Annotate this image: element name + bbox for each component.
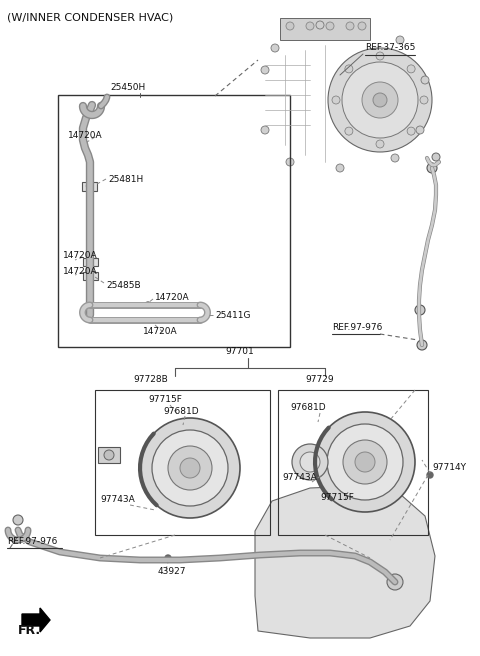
- Circle shape: [336, 164, 344, 172]
- Text: 14720A: 14720A: [155, 293, 190, 302]
- Circle shape: [286, 158, 294, 166]
- Circle shape: [316, 21, 324, 29]
- Bar: [82, 182, 97, 191]
- Circle shape: [165, 555, 171, 561]
- Circle shape: [327, 424, 403, 500]
- Text: 25485B: 25485B: [106, 281, 141, 289]
- Text: REF.97-976: REF.97-976: [7, 537, 58, 546]
- Bar: [58, 95, 290, 347]
- Circle shape: [292, 444, 328, 480]
- Circle shape: [306, 22, 314, 30]
- Circle shape: [342, 62, 418, 138]
- Circle shape: [88, 274, 92, 278]
- Circle shape: [345, 127, 353, 135]
- Circle shape: [152, 430, 228, 506]
- Text: 97729: 97729: [305, 375, 334, 384]
- Circle shape: [376, 140, 384, 148]
- Bar: [83, 258, 98, 266]
- Text: 25411G: 25411G: [215, 310, 251, 319]
- Circle shape: [261, 126, 269, 134]
- Circle shape: [88, 260, 92, 264]
- Circle shape: [391, 154, 399, 162]
- Circle shape: [407, 65, 415, 73]
- Circle shape: [13, 515, 23, 525]
- Text: 14720A: 14720A: [143, 327, 178, 337]
- Text: 97743A: 97743A: [100, 495, 135, 504]
- Text: 25481H: 25481H: [108, 176, 143, 184]
- Circle shape: [417, 340, 427, 350]
- Circle shape: [326, 22, 334, 30]
- Circle shape: [286, 22, 294, 30]
- Text: 25450H: 25450H: [110, 83, 145, 92]
- Text: 97728B: 97728B: [133, 375, 168, 384]
- Circle shape: [332, 96, 340, 104]
- Text: FR.: FR.: [18, 623, 41, 636]
- Circle shape: [358, 22, 366, 30]
- Bar: [278, 390, 428, 535]
- Circle shape: [345, 65, 353, 73]
- Text: 97714Y: 97714Y: [432, 464, 466, 472]
- Bar: [83, 272, 98, 280]
- Bar: [95, 390, 270, 535]
- Bar: [280, 18, 370, 40]
- Circle shape: [421, 76, 429, 84]
- Circle shape: [271, 44, 279, 52]
- Text: (W/INNER CONDENSER HVAC): (W/INNER CONDENSER HVAC): [7, 13, 173, 23]
- Text: REF.97-976: REF.97-976: [332, 323, 383, 333]
- Text: 43927: 43927: [158, 567, 187, 577]
- Text: 97743A: 97743A: [282, 474, 317, 483]
- Circle shape: [343, 440, 387, 484]
- Circle shape: [355, 452, 375, 472]
- Circle shape: [416, 126, 424, 134]
- Circle shape: [300, 452, 320, 472]
- Text: 97715F: 97715F: [320, 493, 354, 502]
- Circle shape: [145, 302, 151, 308]
- Text: 14720A: 14720A: [63, 251, 97, 260]
- Text: 97681D: 97681D: [163, 407, 199, 417]
- Text: 14720A: 14720A: [68, 131, 103, 140]
- Circle shape: [415, 305, 425, 315]
- Circle shape: [180, 458, 200, 478]
- Circle shape: [328, 48, 432, 152]
- Circle shape: [140, 418, 240, 518]
- Circle shape: [346, 22, 354, 30]
- Circle shape: [420, 96, 428, 104]
- Text: 97701: 97701: [225, 348, 254, 356]
- Bar: [98, 447, 120, 463]
- Circle shape: [387, 574, 403, 590]
- Text: 97715F: 97715F: [148, 396, 182, 405]
- Circle shape: [261, 66, 269, 74]
- Polygon shape: [255, 486, 435, 638]
- Circle shape: [407, 127, 415, 135]
- Circle shape: [396, 36, 404, 44]
- Circle shape: [427, 163, 437, 173]
- Circle shape: [168, 446, 212, 490]
- Circle shape: [427, 472, 433, 478]
- Circle shape: [104, 450, 114, 460]
- Circle shape: [362, 82, 398, 118]
- Circle shape: [373, 93, 387, 107]
- Circle shape: [376, 52, 384, 60]
- Circle shape: [315, 412, 415, 512]
- Text: 97681D: 97681D: [290, 403, 325, 413]
- Polygon shape: [22, 608, 50, 632]
- Text: 14720A: 14720A: [63, 266, 97, 276]
- Circle shape: [432, 153, 440, 161]
- Circle shape: [86, 184, 92, 188]
- Text: REF.37-365: REF.37-365: [365, 43, 415, 52]
